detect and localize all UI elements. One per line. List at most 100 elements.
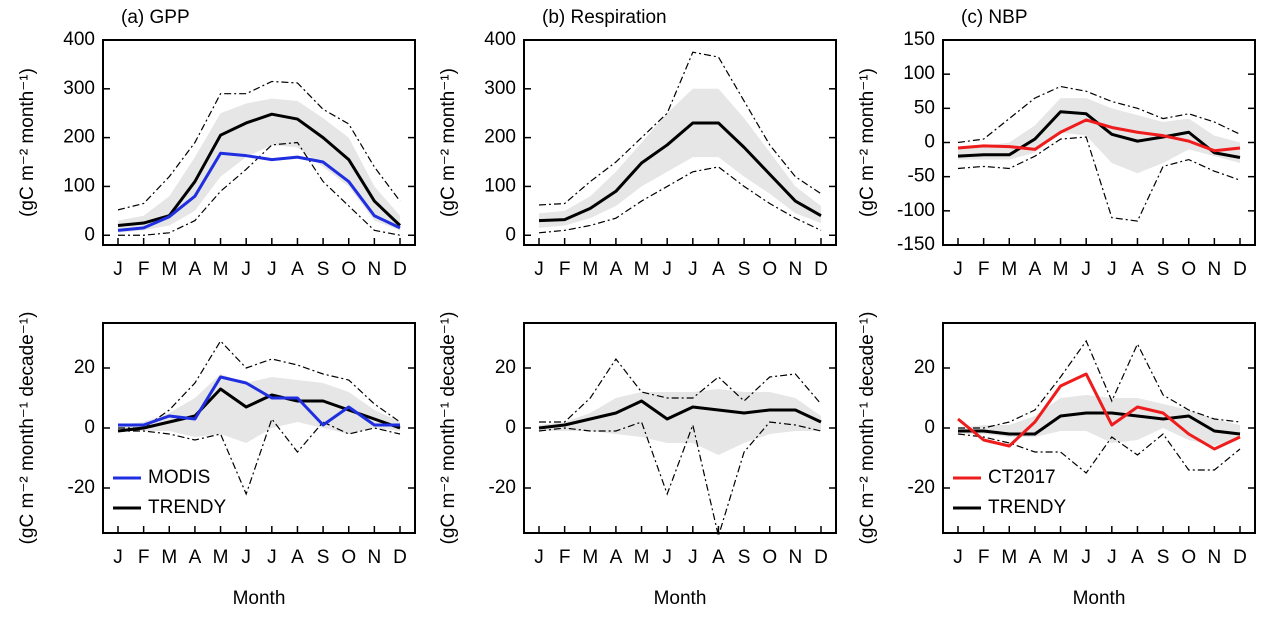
x-tick-label: S [738, 259, 751, 280]
x-tick-label: M [161, 259, 177, 280]
spread-band [118, 374, 400, 443]
x-tick-label: S [317, 547, 330, 568]
y-tick-label: 150 [903, 29, 935, 50]
x-tick-label: J [1107, 547, 1117, 568]
y-tick-label: 200 [484, 127, 516, 148]
y-axis-label: (gC m⁻² month⁻¹) [438, 68, 459, 217]
y-tick-label: 100 [63, 175, 95, 196]
x-tick-label: J [662, 547, 672, 568]
x-axis-label: Month [654, 588, 707, 609]
x-tick-label: J [113, 259, 123, 280]
x-tick-label: F [978, 547, 990, 568]
x-tick-label: J [688, 547, 698, 568]
x-tick-label: O [762, 547, 777, 568]
panel-title: (c) NBP [961, 7, 1028, 28]
x-tick-label: A [291, 259, 304, 280]
x-tick-label: A [712, 547, 725, 568]
envelope-line [958, 339, 1241, 429]
x-tick-label: O [341, 259, 356, 280]
x-tick-label: M [213, 259, 229, 280]
y-tick-label: 0 [505, 224, 516, 245]
plot-frame [523, 39, 837, 246]
panel: (b) Respiration (gC m⁻² month⁻¹) 0 100 200 30… [438, 7, 837, 280]
y-tick-label: -20 [68, 477, 95, 498]
spread-band [118, 98, 400, 233]
x-tick-label: N [367, 547, 381, 568]
x-tick-label: A [1131, 259, 1144, 280]
x-tick-label: D [1233, 259, 1247, 280]
envelope-line [118, 340, 401, 429]
x-tick-label: J [1081, 547, 1091, 568]
x-tick-label: M [1053, 259, 1069, 280]
x-tick-label: N [1207, 259, 1221, 280]
x-tick-label: J [1081, 259, 1091, 280]
x-axis-label: Month [233, 588, 286, 609]
series-line [957, 118, 1241, 153]
x-tick-label: O [762, 259, 777, 280]
x-tick-label: M [1001, 259, 1017, 280]
x-tick-label: J [241, 259, 251, 280]
y-tick-label: -150 [897, 234, 935, 255]
x-tick-label: S [317, 259, 330, 280]
x-tick-label: J [953, 547, 963, 568]
y-axis-label: (gC m⁻² month⁻¹) [857, 68, 878, 217]
plot-frame [102, 39, 416, 246]
panel-title: (a) GPP [121, 7, 190, 28]
x-tick-label: A [189, 259, 202, 280]
x-tick-label: N [788, 547, 802, 568]
series-line [957, 372, 1241, 451]
spread-band [958, 98, 1240, 174]
x-tick-label: A [291, 547, 304, 568]
x-tick-label: J [953, 259, 963, 280]
x-tick-label: F [559, 259, 571, 280]
envelope-line [538, 421, 822, 539]
spread-band [539, 88, 821, 228]
x-tick-label: F [559, 547, 571, 568]
spread-band [539, 389, 821, 455]
x-tick-label: J [688, 259, 698, 280]
x-tick-label: J [241, 547, 251, 568]
x-tick-label: M [634, 259, 650, 280]
x-tick-label: J [113, 547, 123, 568]
envelope-line [957, 85, 1241, 144]
x-tick-label: A [189, 547, 202, 568]
x-tick-label: N [788, 259, 802, 280]
y-tick-label: 20 [74, 357, 95, 378]
x-tick-label: J [534, 259, 544, 280]
x-tick-label: M [1001, 547, 1017, 568]
x-tick-label: N [367, 259, 381, 280]
x-tick-label: A [610, 259, 623, 280]
envelope-line [957, 136, 1241, 222]
y-tick-label: 50 [914, 97, 935, 118]
y-tick-label: 20 [914, 357, 935, 378]
legend-label: TRENDY [988, 497, 1066, 518]
x-tick-label: F [138, 547, 150, 568]
x-tick-label: J [534, 547, 544, 568]
x-tick-label: O [341, 547, 356, 568]
x-tick-label: M [161, 547, 177, 568]
x-tick-label: D [393, 547, 407, 568]
x-tick-label: D [814, 547, 828, 568]
y-tick-label: 100 [903, 63, 935, 84]
x-tick-label: M [213, 547, 229, 568]
x-tick-label: M [582, 259, 598, 280]
legend-label: CT2017 [988, 467, 1056, 488]
series-line [118, 375, 400, 427]
y-tick-label: -20 [489, 477, 516, 498]
x-tick-label: M [582, 547, 598, 568]
x-tick-label: O [1181, 259, 1196, 280]
envelope-line [118, 417, 401, 496]
y-axis-label: (gC m⁻² month⁻¹ decade⁻¹) [857, 312, 878, 545]
y-tick-label: 300 [484, 78, 516, 99]
envelope-line [538, 51, 822, 206]
x-tick-label: S [738, 547, 751, 568]
x-tick-label: D [814, 259, 828, 280]
y-tick-label: 0 [84, 224, 95, 245]
y-axis-label: (gC m⁻² month⁻¹ decade⁻¹) [438, 312, 459, 545]
x-tick-label: D [1233, 547, 1247, 568]
y-axis-label: (gC m⁻² month⁻¹) [17, 68, 38, 217]
x-tick-label: A [610, 547, 623, 568]
